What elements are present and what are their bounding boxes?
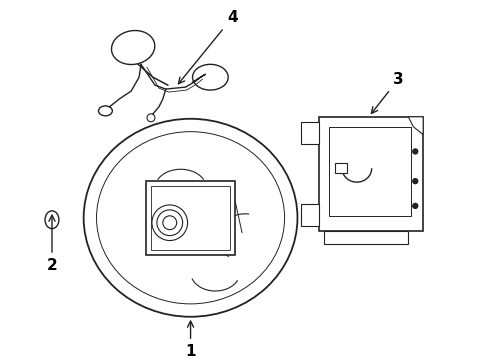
Bar — [324, 231, 408, 244]
Polygon shape — [408, 117, 423, 135]
Bar — [151, 186, 230, 251]
Bar — [319, 117, 423, 231]
Text: 3: 3 — [371, 72, 404, 113]
Circle shape — [413, 149, 418, 154]
Circle shape — [413, 203, 418, 208]
Circle shape — [413, 179, 418, 184]
Text: 2: 2 — [47, 215, 57, 273]
Bar — [301, 204, 319, 226]
Bar — [329, 127, 411, 216]
Bar — [335, 163, 347, 173]
Bar — [146, 181, 235, 255]
Text: 4: 4 — [178, 10, 238, 84]
Bar — [301, 122, 319, 144]
Text: 1: 1 — [185, 321, 196, 359]
